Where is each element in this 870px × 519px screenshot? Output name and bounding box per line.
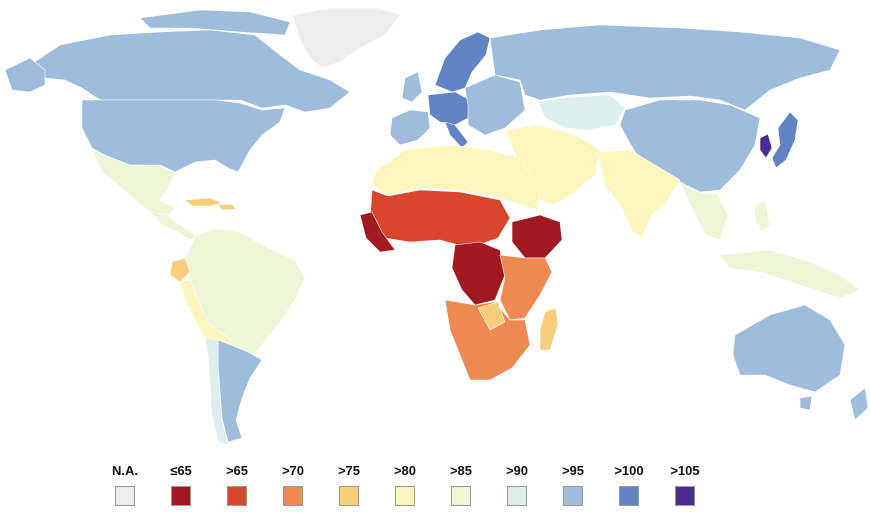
world-map [4,7,869,446]
region-peru [179,279,233,346]
region-zambia [477,301,506,331]
region-greenland [291,7,401,69]
legend-label: >70 [281,463,305,478]
region-eastern-europe [464,74,526,136]
legend-item: >95 [545,462,601,506]
region-indonesia [719,249,861,299]
region-ecuador [169,257,191,283]
region-south-asia [597,149,681,239]
legend-item: N.A. [97,462,153,506]
region-chile [204,337,229,446]
legend-swatch [507,486,527,506]
legend-label: >95 [561,463,585,478]
region-central-africa [451,241,506,306]
legend-item: >100 [601,462,657,506]
legend-swatch [619,486,639,506]
region-korea [759,133,773,159]
legend-swatch [451,486,471,506]
region-caribbean [184,197,223,207]
region-china [619,99,761,193]
region-new-zealand [849,387,869,421]
legend-item: >65 [209,462,265,506]
legend-swatch [563,486,583,506]
region-alaska [4,57,46,93]
legend-swatch [171,486,191,506]
legend: N.A. ≤65 >65 >70 >75 >80 >85 >90 >95 >100 >105 [0,462,870,512]
region-russia [489,24,841,111]
region-canada-islands [139,9,291,36]
region-australia [732,304,846,393]
region-west-africa [359,211,396,253]
region-southern-africa [444,299,531,381]
legend-swatch [339,486,359,506]
legend-item: >105 [657,462,713,506]
region-east-africa [499,254,553,321]
region-madagascar [539,307,559,351]
legend-label: >90 [505,463,529,478]
region-southeast-asia [679,181,729,241]
region-central-europe [427,91,471,126]
legend-swatch [227,486,247,506]
region-canada [29,29,351,113]
legend-label: >80 [393,463,417,478]
region-japan [771,111,799,169]
legend-swatch [675,486,695,506]
legend-swatch [283,486,303,506]
region-sahel [369,189,511,249]
legend-label: >105 [670,463,700,478]
legend-label: >85 [449,463,473,478]
legend-swatch [115,486,135,506]
legend-label: >100 [614,463,644,478]
region-western-europe [389,109,431,146]
legend-item: >90 [489,462,545,506]
legend-label: >75 [337,463,361,478]
region-kazakhstan [537,94,626,131]
legend-item: >85 [433,462,489,506]
region-mexico [91,149,176,216]
region-caribbean-east [217,203,237,211]
region-tasmania [799,395,813,411]
region-argentina [217,339,263,443]
legend-item: >80 [377,462,433,506]
region-uk [401,71,423,103]
legend-item: >75 [321,462,377,506]
legend-label: N.A. [112,463,138,478]
region-north-africa [371,144,541,211]
legend-label: ≤65 [170,463,192,478]
legend-label: >65 [225,463,249,478]
legend-swatch [395,486,415,506]
region-scandinavia [434,31,491,93]
region-ethiopia [511,214,563,259]
legend-item: >70 [265,462,321,506]
region-italy [444,121,469,149]
region-central-america [149,211,197,241]
legend-item: ≤65 [153,462,209,506]
region-philippines [754,199,771,233]
